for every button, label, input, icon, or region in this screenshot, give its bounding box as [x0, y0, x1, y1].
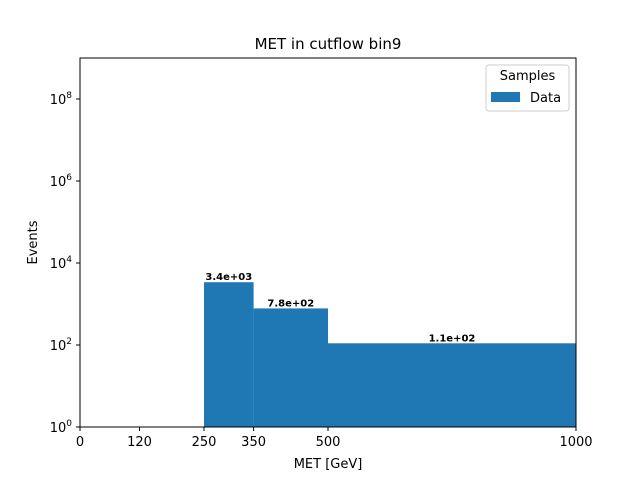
- bar-value-label-1: 7.8e+02: [267, 298, 314, 309]
- chart-title: MET in cutflow bin9: [255, 35, 402, 53]
- y-tick-exponent-4: 8: [66, 91, 72, 101]
- x-tick-label-5: 1000: [559, 435, 592, 450]
- y-tick-label-1: 102: [50, 337, 72, 354]
- x-tick-label-0: 0: [76, 435, 84, 450]
- legend-title: Samples: [500, 69, 556, 84]
- y-tick-label-0: 100: [50, 419, 73, 436]
- bar-labels-layer: 3.4e+03 7.8e+02 1.1e+02: [205, 272, 475, 344]
- legend-label-data: Data: [530, 91, 561, 106]
- bar-value-label-0: 3.4e+03: [205, 272, 252, 283]
- y-tick-base-4: 10: [50, 93, 67, 108]
- x-tick-label-1: 120: [127, 435, 152, 450]
- y-tick-base-2: 10: [50, 257, 67, 272]
- y-axis-label: Events: [26, 220, 41, 264]
- legend: Samples Data: [485, 64, 570, 112]
- y-tick-label-2: 104: [50, 255, 73, 272]
- x-tick-label-2: 250: [192, 435, 217, 450]
- x-axis-label: MET [GeV]: [294, 457, 363, 472]
- x-tick-label-4: 500: [316, 435, 341, 450]
- y-tick-exponent-1: 2: [66, 337, 72, 347]
- y-tick-exponent-3: 6: [66, 173, 72, 183]
- x-axis: 0 120 250 350 500 1000: [76, 427, 593, 450]
- y-tick-label-3: 106: [50, 173, 73, 190]
- y-tick-base-3: 10: [50, 175, 67, 190]
- y-tick-base-1: 10: [50, 339, 67, 354]
- bars-layer: [204, 282, 576, 427]
- y-tick-label-4: 108: [50, 91, 73, 108]
- histogram-bar-0: [204, 282, 254, 427]
- y-tick-exponent-2: 4: [66, 255, 72, 265]
- histogram-bar-2: [328, 343, 576, 427]
- legend-swatch-data: [491, 92, 520, 102]
- bar-value-label-2: 1.1e+02: [429, 333, 476, 344]
- y-tick-exponent-0: 0: [66, 419, 72, 429]
- y-tick-base-0: 10: [50, 421, 67, 436]
- x-tick-label-3: 350: [241, 435, 266, 450]
- histogram-bar-1: [253, 308, 328, 427]
